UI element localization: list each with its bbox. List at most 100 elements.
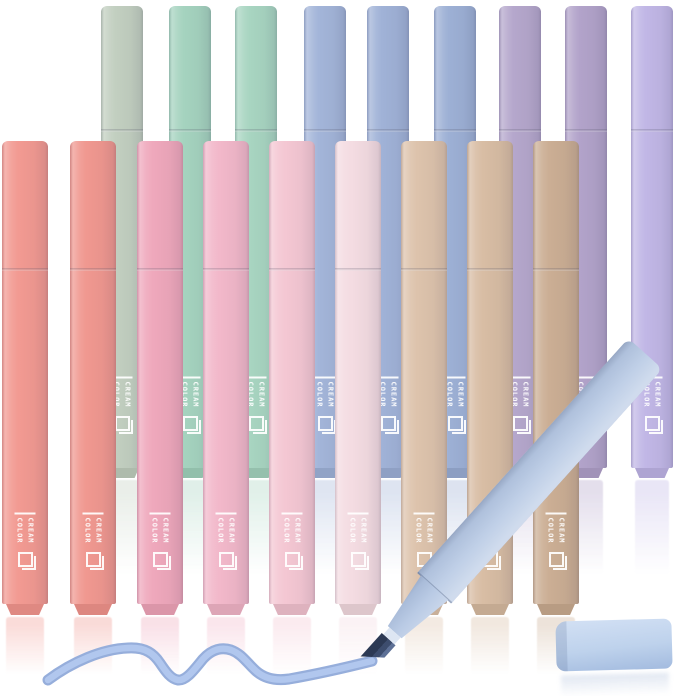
pen-foot: [308, 468, 342, 478]
cap-seam: [203, 268, 249, 271]
pen-foot: [239, 468, 273, 478]
pen-cap-on-floor: [555, 618, 673, 696]
brand-line-2: COLOR: [415, 517, 423, 544]
logo-square-shadow: [516, 420, 531, 434]
brand-line-1: CREAM: [123, 381, 132, 408]
cap-seam: [137, 268, 183, 271]
pen-foot: [438, 468, 472, 478]
logo-square-mark: [284, 552, 303, 570]
brand-line-1: CREAM: [293, 517, 302, 544]
highlighter-coral-2: CREAM COLOR: [70, 141, 116, 687]
brand-line-2: COLOR: [349, 517, 357, 544]
cap-seam: [434, 129, 476, 132]
brand-line-1: CREAM: [257, 381, 266, 408]
logo-square-shadow: [252, 420, 267, 434]
logo-square-shadow: [486, 556, 501, 570]
logo-square-shadow: [21, 556, 36, 570]
pen-reflection: [273, 617, 311, 687]
cap-seam: [533, 268, 579, 271]
brand-line-2: COLOR: [547, 517, 555, 544]
logo-square-shadow: [89, 556, 104, 570]
pen-foot: [635, 468, 669, 478]
brand-line-1: CREAM: [521, 381, 530, 408]
brand-line-1: CREAM: [161, 517, 170, 544]
brand-line-2: COLOR: [217, 517, 225, 544]
brand-line-1: CREAM: [425, 517, 434, 544]
pen-foot: [105, 468, 139, 478]
pen-foot: [371, 468, 405, 478]
logo-square-mark: [317, 416, 336, 434]
cap-seam: [269, 268, 315, 271]
cap-seam: [70, 268, 116, 271]
highlighter-beige: CREAM COLOR: [401, 141, 447, 687]
pen-reflection: [74, 617, 112, 687]
cap-seam: [2, 268, 48, 271]
logo-square-shadow: [384, 420, 399, 434]
logo-square-mark: [182, 416, 201, 434]
brand-line-1: CREAM: [359, 517, 368, 544]
cap-seam: [169, 129, 211, 132]
brand-line-2: COLOR: [316, 381, 324, 408]
logo-square-mark: [644, 416, 663, 434]
brand-line-1: CREAM: [26, 517, 35, 544]
cap-seam: [101, 129, 143, 132]
pen-foot: [471, 604, 509, 615]
brand-line-1: CREAM: [557, 517, 566, 544]
pen-reflection: [471, 617, 509, 687]
highlighter-pink: CREAM COLOR: [203, 141, 249, 687]
cap-seam: [565, 129, 607, 132]
brand-line-1: CREAM: [191, 381, 200, 408]
pen-foot: [6, 604, 44, 615]
logo-square-shadow: [552, 556, 567, 570]
highlighter-mocha: CREAM COLOR: [533, 141, 579, 687]
brand-line-2: COLOR: [16, 517, 24, 544]
logo-square-shadow: [288, 556, 303, 570]
cap-seam: [235, 129, 277, 132]
brand-line-1: CREAM: [326, 381, 335, 408]
highlighter-pale-pink: CREAM COLOR: [335, 141, 381, 687]
cap-seam: [335, 268, 381, 271]
logo-square-mark: [17, 552, 36, 570]
pen-foot: [141, 604, 179, 615]
pen-reflection: [635, 480, 669, 595]
logo-square-mark: [548, 552, 567, 570]
pen-reflection: [207, 617, 245, 687]
highlighter-light-lavender: CREAM COLOR: [631, 6, 673, 595]
logo-square-shadow: [118, 420, 133, 434]
cap-seam: [367, 129, 409, 132]
brand-line-2: COLOR: [84, 517, 92, 544]
brand-line-1: CREAM: [456, 381, 465, 408]
pen-foot: [74, 604, 112, 615]
brand-line-1: CREAM: [94, 517, 103, 544]
